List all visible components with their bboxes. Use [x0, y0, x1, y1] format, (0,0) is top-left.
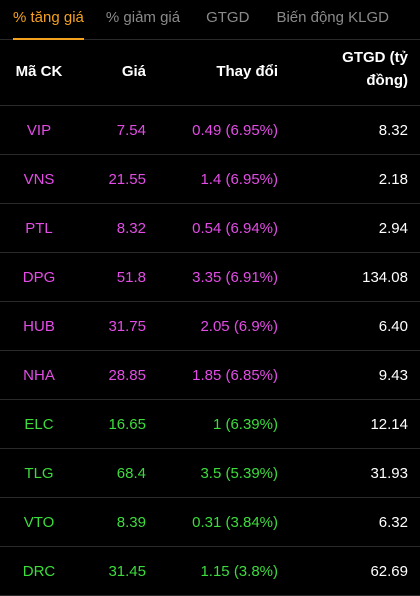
stock-change: 1.4 (6.95%): [200, 170, 278, 188]
stock-value: 9.43: [378, 366, 408, 384]
stock-price: 16.65: [108, 415, 146, 433]
stock-code: VIP: [26, 122, 52, 139]
stock-value: 2.18: [378, 170, 408, 188]
tab-trading-value[interactable]: GTGD: [206, 9, 250, 26]
stock-value: 62.69: [370, 562, 408, 580]
stock-value: 2.94: [378, 219, 408, 237]
stock-value: 134.08: [362, 268, 408, 286]
table-row[interactable]: VIP 7.54 0.49 (6.95%) 8.32: [0, 106, 420, 155]
header-value-line2: đồng): [366, 72, 408, 89]
table-row[interactable]: PTL 8.32 0.54 (6.94%) 2.94: [0, 204, 420, 253]
stock-price: 28.85: [108, 366, 146, 384]
table-row[interactable]: NHA 28.85 1.85 (6.85%) 9.43: [0, 351, 420, 400]
header-value[interactable]: GTGD (tỷ đồng): [278, 40, 408, 105]
table-row[interactable]: ELC 16.65 1 (6.39%) 12.14: [0, 400, 420, 449]
stock-price: 21.55: [108, 170, 146, 188]
tab-volume-change[interactable]: Biến động KLGD: [276, 9, 390, 26]
table-row[interactable]: TLG 68.4 3.5 (5.39%) 31.93: [0, 449, 420, 498]
stock-value: 31.93: [370, 464, 408, 482]
header-price[interactable]: Giá: [121, 63, 146, 80]
stock-value: 6.32: [378, 513, 408, 531]
table-row[interactable]: HUB 31.75 2.05 (6.9%) 6.40: [0, 302, 420, 351]
stock-change: 0.54 (6.94%): [192, 219, 278, 237]
stock-price: 51.8: [116, 268, 146, 286]
header-value-line1: GTGD (tỷ: [342, 49, 408, 66]
stock-value: 6.40: [378, 317, 408, 335]
table-row[interactable]: VNS 21.55 1.4 (6.95%) 2.18: [0, 155, 420, 204]
stock-price: 31.75: [108, 317, 146, 335]
stock-change: 1 (6.39%): [212, 415, 278, 433]
stock-value: 8.32: [378, 121, 408, 139]
stock-code: NHA: [23, 367, 55, 384]
stock-code: VTO: [23, 514, 55, 531]
stock-change: 0.49 (6.95%): [192, 121, 278, 139]
stock-change: 1.15 (3.8%): [200, 562, 278, 580]
stock-price: 8.39: [116, 513, 146, 531]
stock-price: 68.4: [116, 464, 146, 482]
stock-price: 8.32: [116, 219, 146, 237]
stock-code: VNS: [23, 171, 55, 188]
stock-price: 31.45: [108, 562, 146, 580]
stock-change: 0.31 (3.84%): [192, 513, 278, 531]
stock-code: PTL: [25, 220, 53, 237]
table-row[interactable]: DRC 31.45 1.15 (3.8%) 62.69: [0, 547, 420, 596]
stock-change: 3.35 (6.91%): [192, 268, 278, 286]
table-row[interactable]: VTO 8.39 0.31 (3.84%) 6.32: [0, 498, 420, 547]
stock-code: DPG: [22, 269, 56, 286]
tab-top-losers[interactable]: % giảm giá: [105, 9, 181, 26]
stock-change: 3.5 (5.39%): [200, 464, 278, 482]
stock-value: 12.14: [370, 415, 408, 433]
table-row[interactable]: DPG 51.8 3.35 (6.91%) 134.08: [0, 253, 420, 302]
stock-code: ELC: [24, 416, 54, 433]
stock-list: VIP 7.54 0.49 (6.95%) 8.32 VNS 21.55 1.4…: [0, 106, 420, 596]
table-header: Mã CK Giá Thay đổi GTGD (tỷ đồng): [0, 40, 420, 106]
stock-code: HUB: [23, 318, 55, 335]
tab-top-gainers[interactable]: % tăng giá: [13, 0, 84, 40]
stock-code: DRC: [22, 563, 56, 580]
stock-change: 2.05 (6.9%): [200, 317, 278, 335]
header-code[interactable]: Mã CK: [15, 63, 63, 80]
stock-code: TLG: [24, 465, 54, 482]
stock-price: 7.54: [116, 121, 146, 139]
stock-change: 1.85 (6.85%): [192, 366, 278, 384]
tab-bar: % tăng giá % giảm giá GTGD Biến động KLG…: [0, 0, 420, 40]
header-change[interactable]: Thay đổi: [216, 63, 278, 80]
